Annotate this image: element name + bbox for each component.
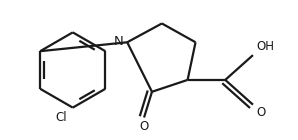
Text: OH: OH xyxy=(256,40,274,53)
Text: Cl: Cl xyxy=(55,111,67,124)
Text: N: N xyxy=(114,35,123,48)
Text: O: O xyxy=(256,106,265,119)
Text: O: O xyxy=(139,121,149,134)
